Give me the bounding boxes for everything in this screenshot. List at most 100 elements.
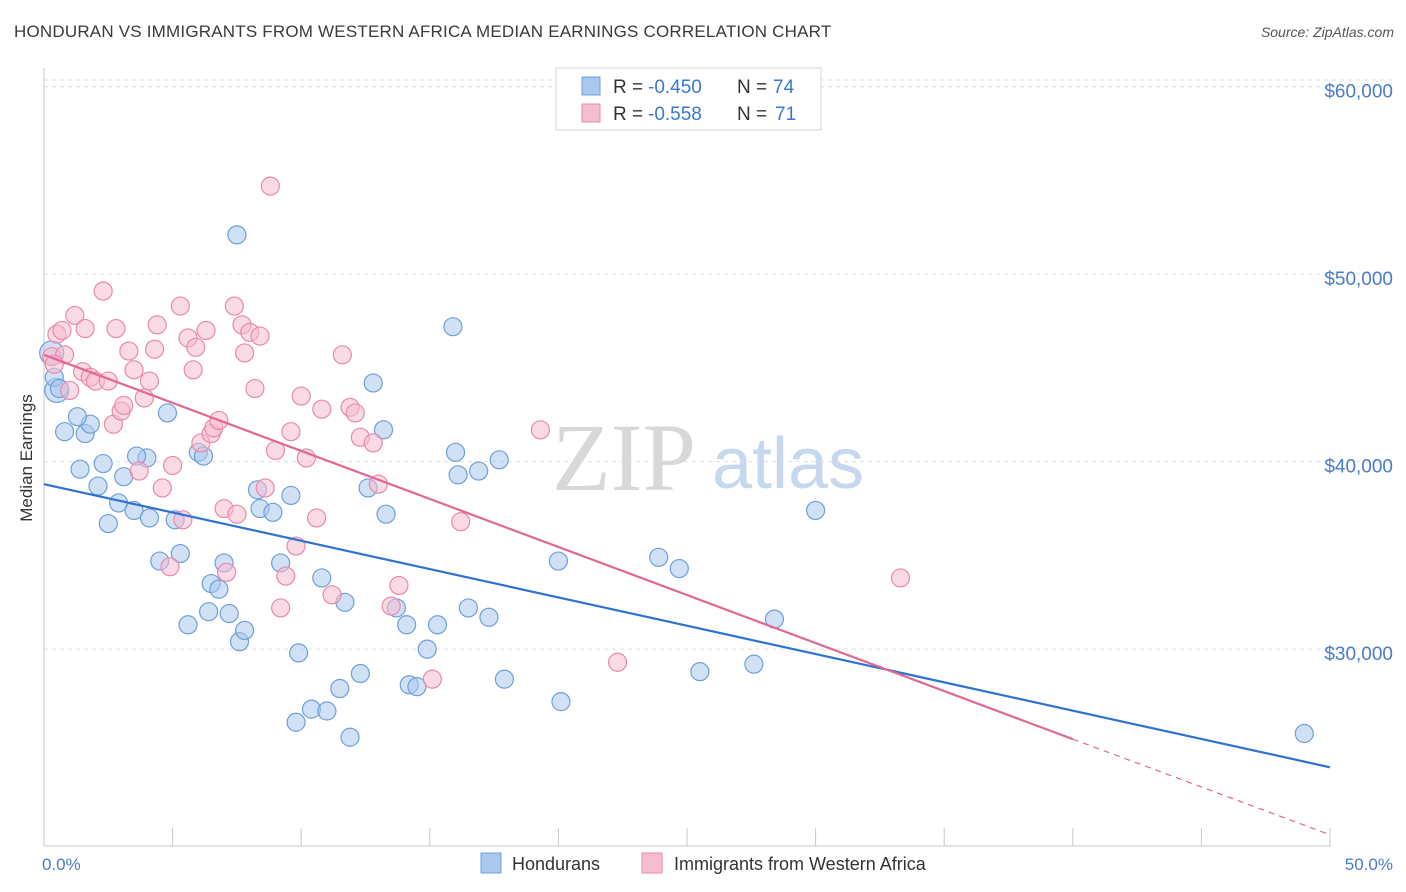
honduran-point [805, 500, 826, 521]
honduran-point [448, 465, 468, 485]
honduran-point [209, 579, 229, 599]
western-africa-point [281, 422, 301, 442]
x-tick-label-min: 0.0% [42, 855, 81, 874]
western-africa-point [312, 399, 332, 419]
western-africa-point [255, 478, 275, 498]
x-tick-label-max: 50.0% [1345, 855, 1393, 874]
series-label-western-africa: Immigrants from Western Africa [674, 854, 927, 874]
western-africa-point [152, 478, 172, 498]
western-africa-point [271, 598, 291, 618]
y-axis-label: Median Earnings [17, 394, 36, 522]
honduran-point [67, 407, 88, 427]
honduran-point [312, 568, 332, 588]
western-africa-point [217, 562, 237, 582]
chart-title: HONDURAN VS IMMIGRANTS FROM WESTERN AFRI… [14, 22, 832, 41]
western-africa-point [245, 378, 265, 399]
honduran-point [407, 677, 427, 697]
western-africa-point [260, 176, 280, 196]
western-africa-point [163, 455, 183, 476]
series-swatch-western-africa [641, 852, 663, 874]
honduran-point [373, 420, 394, 440]
honduran-point [1294, 723, 1314, 744]
western-africa-trend-line [43, 353, 1074, 741]
western-africa-point [332, 345, 352, 365]
western-africa-point [451, 512, 471, 532]
legend-r-value-blue: -0.450 [648, 77, 702, 98]
legend-n-label-pink: N = [737, 104, 767, 125]
western-africa-point [307, 508, 327, 528]
legend-n-value-blue: 74 [773, 77, 795, 98]
legend-r-label-pink: R = [613, 104, 643, 125]
honduran-point [227, 225, 247, 245]
western-africa-point [227, 504, 247, 524]
honduran-point [489, 450, 509, 470]
western-africa-point [93, 281, 113, 301]
western-africa-point [60, 380, 80, 401]
western-africa-point [147, 315, 167, 335]
legend-r-label-blue: R = [613, 77, 643, 98]
honduran-point [199, 602, 219, 622]
y-tick-label: $60,000 [1324, 82, 1393, 103]
western-africa-point [224, 296, 244, 316]
western-africa-point [890, 568, 911, 588]
western-africa-point [106, 318, 126, 339]
western-africa-point [322, 585, 342, 605]
honduran-point [70, 459, 90, 479]
trend-lines [43, 353, 1331, 836]
legend-n-value-pink: 71 [775, 104, 796, 125]
watermark-zip: ZIP [552, 404, 696, 511]
honduran-point [98, 513, 118, 534]
hondurans-points [39, 225, 1314, 747]
honduran-point [548, 551, 569, 571]
western-africa-point [422, 669, 442, 689]
western-africa-point [345, 403, 365, 423]
western-africa-point [170, 296, 190, 316]
western-africa-point [276, 566, 296, 586]
honduran-point [469, 461, 489, 481]
honduran-point [219, 603, 239, 624]
western-africa-point [119, 341, 139, 361]
honduran-point [376, 504, 396, 524]
series-swatch-hondurans [480, 852, 502, 874]
y-tick-label: $50,000 [1324, 269, 1393, 290]
honduran-point [178, 615, 198, 635]
honduran-point [139, 508, 160, 528]
western-africa-point [250, 326, 270, 346]
western-africa-point [75, 318, 95, 339]
honduran-point [157, 403, 178, 423]
western-africa-point [139, 371, 160, 391]
western-africa-trend-extension [1072, 738, 1331, 836]
legend-n-label-blue: N = [737, 77, 767, 98]
western-africa-point [381, 596, 401, 616]
honduran-point [93, 453, 113, 474]
series-legend: Hondurans Immigrants from Western Africa [480, 852, 927, 874]
honduran-point [317, 701, 337, 721]
western-africa-point [291, 386, 311, 406]
honduran-point [54, 422, 75, 442]
series-label-hondurans: Hondurans [512, 854, 600, 874]
source-credit: Source: ZipAtlas.com [1260, 24, 1394, 40]
honduran-point [340, 727, 360, 747]
honduran-point [88, 476, 108, 496]
western-africa-point [363, 433, 383, 453]
honduran-point [744, 654, 764, 674]
y-tick-labels: $30,000 $40,000 $50,000 $60,000 [1324, 82, 1393, 665]
honduran-point [286, 712, 306, 732]
honduran-point [397, 615, 417, 635]
western-africa-point [389, 575, 409, 596]
hondurans-trend-line [43, 483, 1331, 769]
western-africa-point [235, 343, 255, 363]
honduran-point [235, 620, 255, 641]
honduran-point [330, 678, 350, 699]
correlation-legend: R = -0.450 N = 74 R = -0.558 N = 71 [555, 67, 822, 131]
honduran-point [443, 317, 463, 337]
western-africa-point [196, 320, 216, 341]
honduran-point [281, 485, 301, 506]
western-africa-point [144, 339, 165, 359]
western-africa-point [160, 557, 180, 577]
honduran-point [458, 598, 478, 618]
legend-swatch-pink [581, 103, 601, 123]
legend-swatch-blue [581, 76, 601, 96]
y-tick-label: $40,000 [1324, 457, 1393, 478]
honduran-point [649, 547, 669, 567]
